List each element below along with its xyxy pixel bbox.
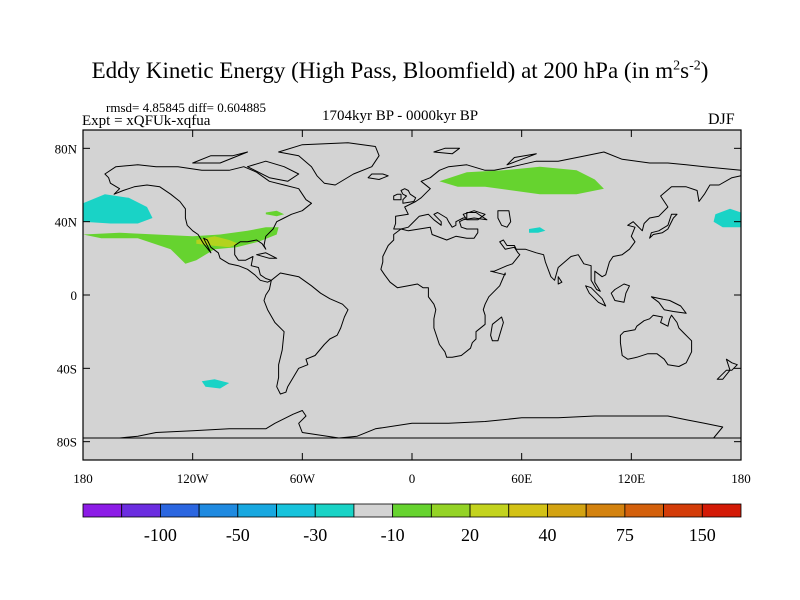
map-background (83, 130, 741, 460)
coastline-caspian-sea (497, 210, 512, 228)
colorbar-box (469, 503, 510, 518)
coastline-sumatra (585, 285, 607, 307)
colorbar-box (82, 503, 123, 518)
x-tick-label: 120W (177, 471, 210, 486)
coastline-great-britain (400, 188, 417, 204)
anomaly-north-atlantic-positive (265, 210, 285, 217)
colorbar-box (701, 503, 742, 518)
coastline-new-guinea (650, 296, 687, 314)
colorbar-label: 150 (689, 525, 716, 545)
colorbar-box (585, 503, 626, 518)
colorbar-box (314, 503, 355, 518)
colorbar-label: -50 (226, 525, 250, 545)
anomaly-himalaya-negative (529, 227, 546, 233)
coastline-baffin (247, 160, 300, 182)
season-label: DJF (708, 111, 735, 128)
colorbar-box (663, 503, 703, 518)
x-tick-label: 180 (731, 471, 751, 486)
coastline-canadian-archipelago (192, 151, 248, 164)
colorbar-box (198, 503, 239, 518)
unit-s: s (680, 58, 690, 83)
experiment-label: Expt = xQFUk-xqfua (82, 113, 211, 129)
y-tick-label: 40S (57, 361, 77, 376)
x-tick-label: 180 (73, 471, 93, 486)
coastline-australia (619, 314, 693, 367)
colorbar-box (547, 503, 587, 518)
colorbar-box (121, 503, 161, 518)
coastline-greenland (278, 142, 380, 186)
coastline-cuba (256, 252, 278, 259)
colorbar-box (237, 503, 277, 518)
anomaly-north-pacific-negative (83, 194, 153, 224)
colorbar-box (392, 503, 432, 518)
colorbar-label: 40 (538, 525, 556, 545)
coastline-south-america (263, 272, 349, 395)
colorbar-label: 75 (616, 525, 634, 545)
colorbar-box (508, 503, 548, 518)
coastline-antarctica (82, 410, 742, 439)
period-label: 1704kyr BP - 0000kyr BP (322, 108, 479, 124)
y-tick-label: 80S (57, 435, 77, 450)
x-tick-label: 60E (511, 471, 532, 486)
x-tick-label: 60W (290, 471, 316, 486)
coastline-north-america (104, 164, 312, 283)
colorbar-box (624, 503, 664, 518)
coastline-black-sea (462, 210, 486, 221)
anomaly-east-pacific-negative (713, 208, 741, 228)
anomaly-north-pacific-positive (83, 227, 279, 264)
coastline-novaya-zemlya (506, 153, 537, 166)
colorbar-label: -10 (381, 525, 405, 545)
map-layer (83, 130, 741, 460)
unit-exponent-m: 2 (673, 58, 681, 74)
title-close-paren: ) (700, 58, 709, 83)
y-tick-label: 0 (71, 288, 78, 303)
coastline-iceland (367, 173, 389, 180)
colorbar-box (430, 503, 471, 518)
y-tick-label: 40N (55, 215, 78, 230)
coastline-eurasia-africa (380, 151, 742, 358)
coastline-new-zealand (716, 358, 738, 380)
anomaly-central-asia-positive (439, 166, 604, 195)
anomaly-south-pacific-negative (201, 379, 230, 389)
unit-exponent-s: -2 (689, 58, 701, 74)
x-tick-label: 0 (409, 471, 416, 486)
colorbar-label: -100 (144, 525, 177, 545)
coastline-ireland (393, 193, 402, 201)
coastline-svalbard (433, 147, 460, 155)
x-tick-label: 120E (618, 471, 646, 486)
colorbar-label: -30 (303, 525, 327, 545)
stats-line: rmsd= 4.85845 diff= 0.604885 (106, 100, 266, 115)
colorbar-label: 20 (461, 525, 479, 545)
coastlines (82, 142, 742, 439)
y-tick-label: 80N (55, 141, 78, 156)
coastline-japan (649, 213, 678, 239)
coastline-borneo (610, 283, 630, 303)
colorbar-box (276, 503, 316, 518)
coastline-madagascar (490, 316, 504, 342)
plot-title: Eddy Kinetic Energy (High Pass, Bloomfie… (0, 58, 800, 84)
colorbar-box (353, 503, 394, 518)
coastline-sri-lanka (557, 276, 563, 285)
colorbar-box (160, 503, 200, 518)
map-axes: 80N 40N 0 40S 80S 180 120W 60W 0 60E 120E 180 (55, 129, 751, 486)
colorbar: -100 -50 -30 -10 20 40 75 150 (82, 503, 742, 545)
plot-title-text: Eddy Kinetic Energy (High Pass, Bloomfie… (91, 58, 674, 83)
